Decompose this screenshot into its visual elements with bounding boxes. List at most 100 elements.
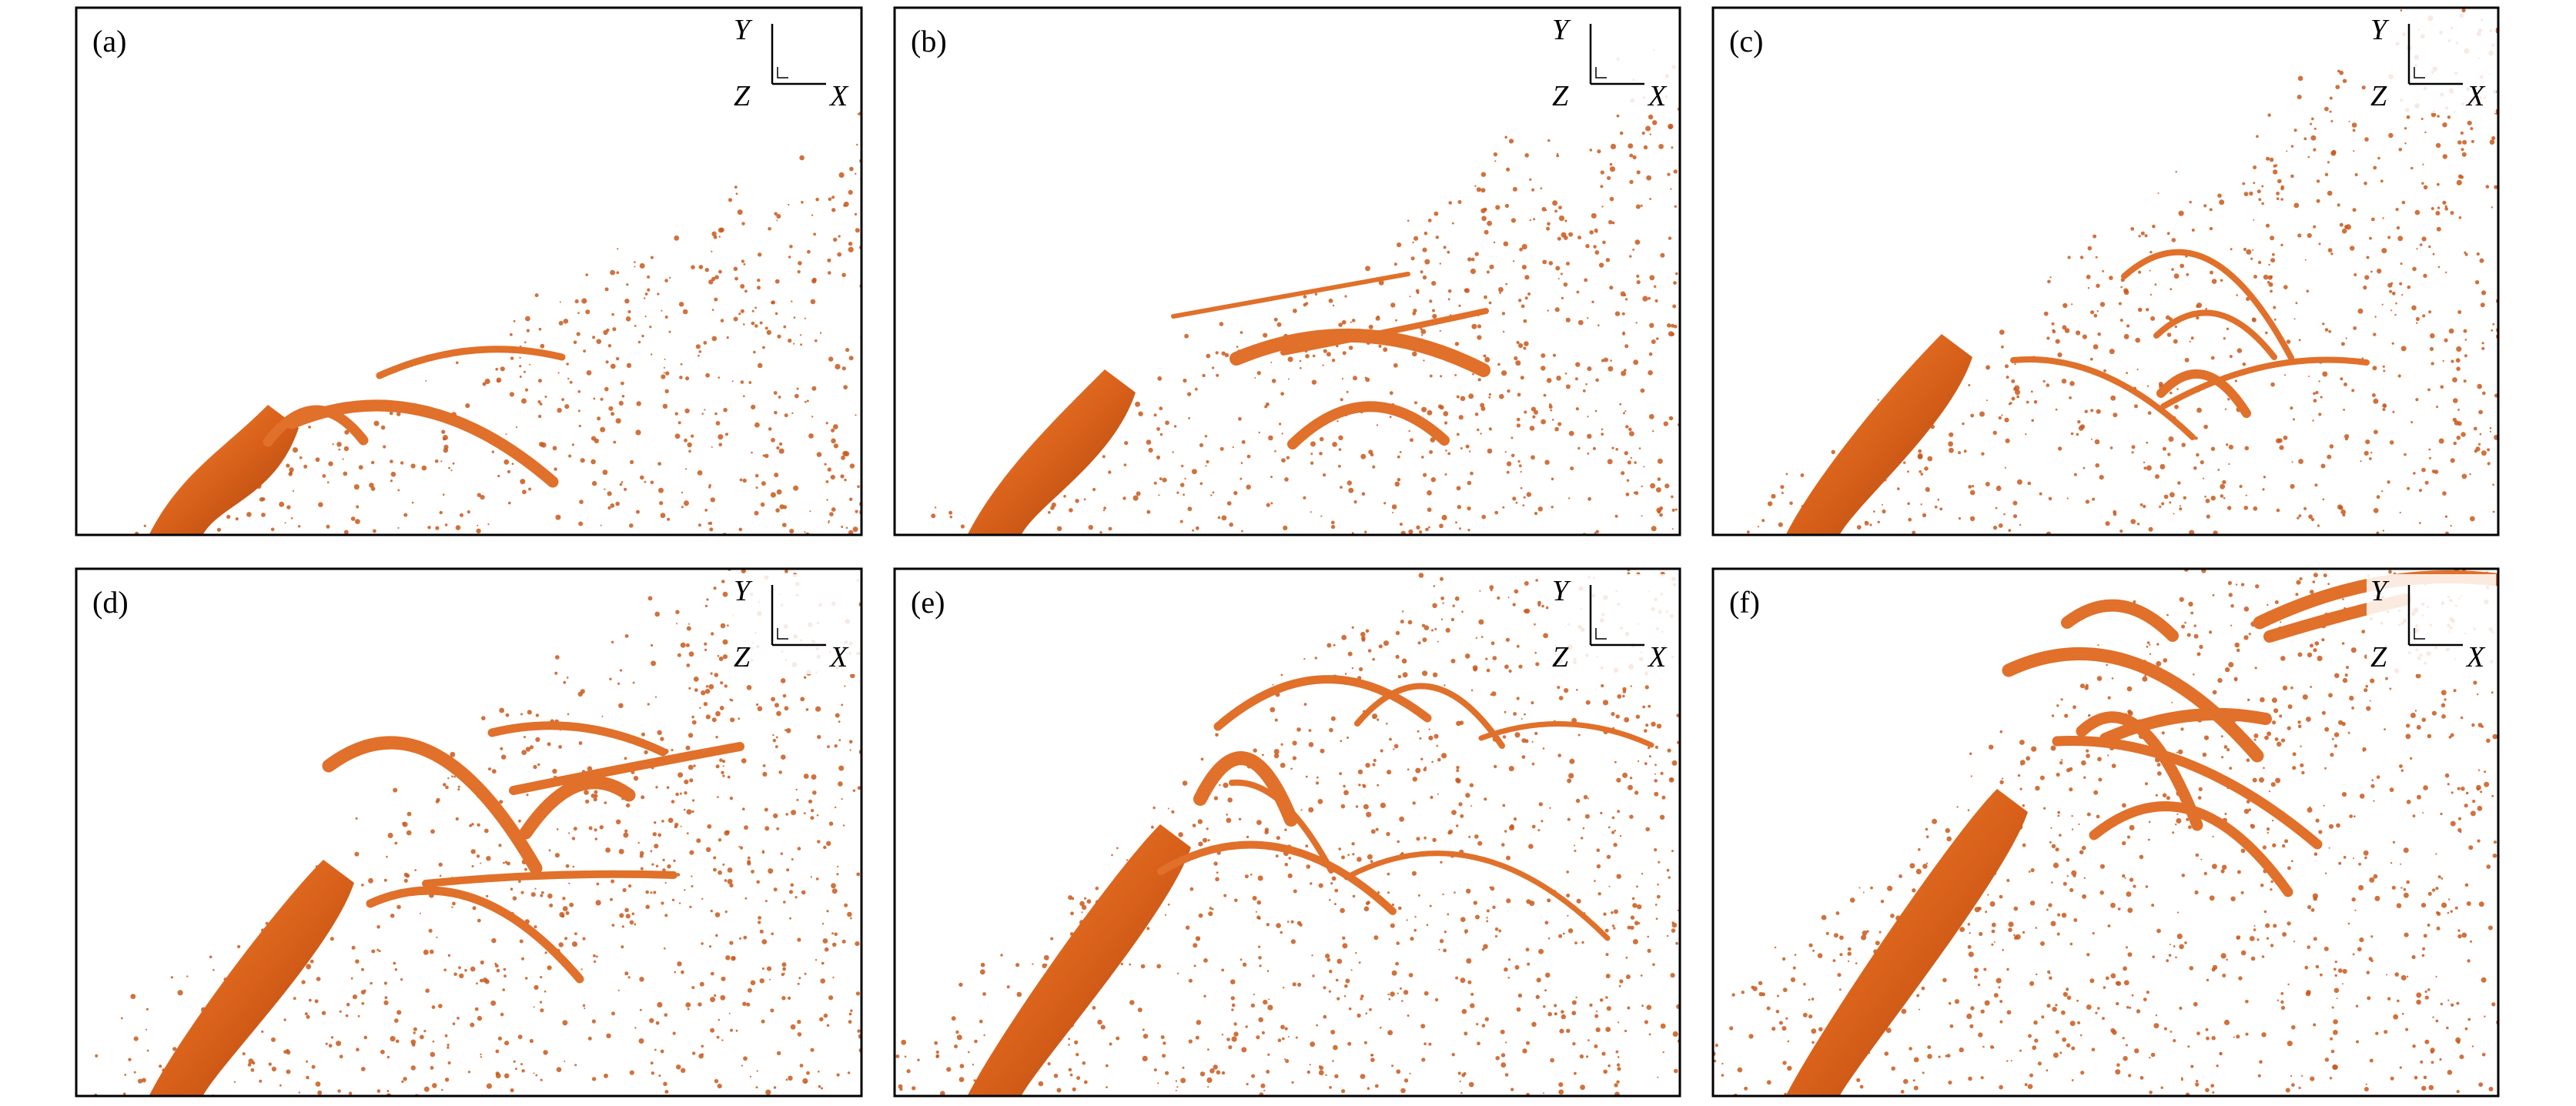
droplet xyxy=(715,934,718,937)
droplet xyxy=(848,740,853,744)
droplet xyxy=(1440,375,1443,378)
droplet xyxy=(1903,461,1906,464)
droplet xyxy=(1081,911,1083,914)
droplet xyxy=(718,376,720,379)
droplet xyxy=(1338,847,1341,850)
droplet xyxy=(1236,346,1239,348)
droplet xyxy=(2342,598,2344,600)
droplet xyxy=(664,389,669,393)
droplet xyxy=(497,379,500,383)
droplet xyxy=(838,172,845,178)
droplet xyxy=(1188,417,1190,419)
droplet xyxy=(1116,847,1119,850)
droplet xyxy=(2427,924,2430,927)
droplet xyxy=(2337,203,2340,207)
droplet xyxy=(2196,652,2201,657)
droplet xyxy=(1668,125,1673,129)
z-axis-mark xyxy=(777,67,788,79)
droplet xyxy=(669,276,671,279)
droplet xyxy=(2246,249,2252,255)
droplet xyxy=(529,363,531,366)
droplet xyxy=(1483,354,1487,358)
droplet xyxy=(2157,192,2159,194)
droplet xyxy=(810,876,812,878)
droplet xyxy=(1839,953,1843,957)
droplet xyxy=(2267,731,2272,737)
droplet xyxy=(1668,876,1671,879)
droplet xyxy=(2259,777,2264,783)
droplet xyxy=(793,316,796,319)
droplet xyxy=(2437,182,2440,186)
droplet xyxy=(1927,1054,1932,1059)
droplet xyxy=(2442,359,2444,363)
droplet xyxy=(2067,256,2071,259)
droplet xyxy=(2223,496,2226,500)
droplet xyxy=(654,1048,657,1051)
droplet xyxy=(549,904,554,907)
droplet xyxy=(1967,944,1972,949)
droplet xyxy=(1226,1038,1230,1041)
droplet xyxy=(2363,286,2367,290)
droplet xyxy=(2155,794,2158,797)
z-axis-label: Z xyxy=(1552,641,1569,673)
droplet xyxy=(2175,824,2177,826)
droplet xyxy=(934,506,937,509)
droplet xyxy=(721,976,726,981)
droplet xyxy=(1246,1083,1249,1086)
droplet xyxy=(2001,414,2003,416)
droplet xyxy=(2059,761,2063,765)
droplet xyxy=(841,455,845,460)
droplet xyxy=(2179,507,2183,511)
droplet xyxy=(128,1058,132,1061)
droplet xyxy=(1233,490,1238,496)
droplet xyxy=(137,1078,143,1084)
droplet xyxy=(1644,762,1648,765)
droplet xyxy=(2327,248,2333,252)
droplet xyxy=(2226,327,2230,330)
droplet xyxy=(826,1024,830,1027)
droplet xyxy=(1495,205,1500,210)
droplet xyxy=(633,776,639,781)
droplet xyxy=(710,672,713,675)
droplet xyxy=(1361,492,1366,496)
droplet xyxy=(830,474,835,480)
droplet xyxy=(539,442,544,447)
droplet xyxy=(1456,824,1459,827)
droplet xyxy=(1474,252,1479,256)
droplet xyxy=(1959,1047,1964,1053)
droplet xyxy=(1949,1024,1954,1028)
droplet xyxy=(1993,993,1999,998)
droplet xyxy=(2355,1004,2359,1007)
droplet xyxy=(576,332,580,336)
droplet xyxy=(724,684,728,688)
droplet xyxy=(2339,70,2344,75)
droplet xyxy=(1420,1024,1426,1029)
panel-label: (c) xyxy=(1729,24,1763,58)
droplet xyxy=(2270,289,2273,293)
droplet xyxy=(2328,824,2334,829)
droplet xyxy=(133,1071,136,1074)
droplet xyxy=(1782,1061,1787,1065)
droplet xyxy=(713,867,717,872)
droplet xyxy=(1576,898,1581,904)
droplet xyxy=(711,446,713,448)
droplet xyxy=(2321,638,2325,642)
droplet xyxy=(758,921,761,924)
droplet xyxy=(1780,485,1785,490)
droplet xyxy=(1523,346,1527,350)
droplet xyxy=(455,817,459,821)
droplet xyxy=(2333,987,2340,994)
droplet xyxy=(1629,179,1634,185)
droplet xyxy=(1584,814,1590,819)
droplet xyxy=(1368,324,1373,329)
droplet xyxy=(1537,600,1541,605)
droplet xyxy=(1781,492,1784,494)
droplet xyxy=(1102,509,1106,512)
droplet xyxy=(1604,928,1609,933)
droplet xyxy=(1351,667,1354,670)
droplet xyxy=(1270,707,1276,713)
droplet xyxy=(1329,969,1333,974)
droplet xyxy=(790,883,795,887)
droplet xyxy=(1215,733,1219,737)
droplet xyxy=(1948,441,1953,447)
